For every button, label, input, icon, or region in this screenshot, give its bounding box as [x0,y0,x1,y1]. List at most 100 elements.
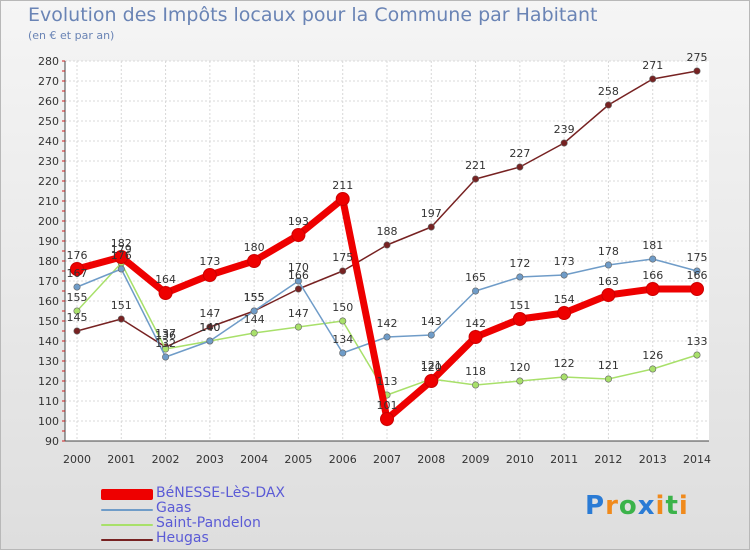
y-tick-label: 240 [38,135,59,148]
x-tick-label: 2009 [462,453,490,466]
data-label-2: 136 [155,329,176,342]
data-label-1: 178 [598,245,619,258]
y-tick-label: 190 [38,235,59,248]
data-label-1: 181 [642,239,663,252]
data-label-1: 155 [244,291,265,304]
data-point-3 [339,267,347,275]
data-label-1: 140 [199,321,220,334]
logo-letter: x [637,491,656,521]
data-label-1: 132 [155,337,176,350]
data-point-2 [294,323,302,331]
data-point-1 [294,277,302,285]
y-tick-label: 160 [38,295,59,308]
data-label-1: 172 [509,257,530,270]
x-tick-label: 2007 [373,453,401,466]
data-point-1 [117,265,125,273]
legend-label: Saint-Pandelon [156,515,261,531]
data-point-1 [560,271,568,279]
data-point-1 [516,273,524,281]
data-label-3: 275 [687,51,708,64]
data-label-2: 113 [377,375,398,388]
data-label-1: 165 [465,271,486,284]
data-label-2: 122 [554,357,575,370]
logo-letter: i [678,491,689,521]
data-label-1: 170 [288,261,309,274]
data-label-0: 173 [199,255,220,268]
y-tick-label: 260 [38,95,59,108]
data-label-1: 167 [67,267,88,280]
data-point-0 [335,192,350,206]
data-label-0: 166 [642,269,663,282]
y-tick-label: 180 [38,255,59,268]
data-point-3 [516,163,524,171]
data-point-0 [247,254,262,268]
data-point-2 [250,329,258,337]
y-tick-label: 270 [38,75,59,88]
data-point-0 [114,250,129,264]
data-label-3: 221 [465,159,486,172]
data-point-3 [383,241,391,249]
data-label-2: 179 [111,243,132,256]
x-tick-label: 2000 [63,453,91,466]
legend-swatch [101,539,153,541]
data-label-1: 173 [554,255,575,268]
x-tick-label: 2013 [639,453,667,466]
y-tick-label: 140 [38,335,59,348]
data-point-3 [117,315,125,323]
data-label-0: 166 [687,269,708,282]
legend-label: Heugas [156,530,209,546]
data-point-0 [690,282,704,296]
x-tick-label: 2014 [683,453,711,466]
data-point-3 [206,323,214,331]
data-label-3: 239 [554,123,575,136]
data-point-3 [560,139,568,147]
data-point-1 [649,255,657,263]
logo-letter: i [655,491,666,521]
data-point-0 [557,306,572,320]
data-point-0 [202,268,217,282]
chart-subtitle: (en € et par an) [28,29,115,42]
data-label-0: 164 [155,273,176,286]
data-label-0: 163 [598,275,619,288]
data-point-1 [472,287,480,295]
data-label-1: 176 [111,249,132,262]
data-point-1 [604,261,612,269]
legend-swatch [101,509,153,511]
data-point-0 [645,282,660,296]
data-point-0 [601,288,616,302]
data-point-1 [250,307,258,315]
legend: BéNESSE-LèS-DAX Gaas Saint-Pandelon Heugas [101,485,361,547]
y-tick-label: 170 [38,275,59,288]
x-tick-label: 2012 [594,453,622,466]
data-label-1: 134 [332,333,353,346]
y-tick-label: 100 [38,415,59,428]
data-label-3: 258 [598,85,619,98]
data-point-0 [424,374,439,388]
data-point-2 [339,317,347,325]
data-point-1 [206,337,214,345]
data-label-0: 211 [332,179,353,192]
data-point-2 [693,351,701,359]
data-point-3 [73,327,81,335]
data-point-3 [472,175,480,183]
data-point-1 [383,333,391,341]
x-tick-label: 2005 [284,453,312,466]
data-label-2: 133 [687,335,708,348]
data-label-3: 137 [155,327,176,340]
data-point-1 [693,267,701,275]
data-label-2: 144 [244,313,265,326]
data-point-0 [70,262,84,276]
logo-letter: t [665,491,679,521]
y-tick-label: 90 [45,435,59,448]
data-point-1 [73,283,81,291]
data-point-1 [339,349,347,357]
data-label-3: 166 [288,269,309,282]
data-label-0: 142 [465,317,486,330]
x-tick-label: 2008 [417,453,445,466]
data-point-2 [604,375,612,383]
y-tick-label: 250 [38,115,59,128]
legend-label: BéNESSE-LèS-DAX [156,485,286,501]
x-tick-label: 2011 [550,453,578,466]
logo-letter: r [605,491,619,521]
